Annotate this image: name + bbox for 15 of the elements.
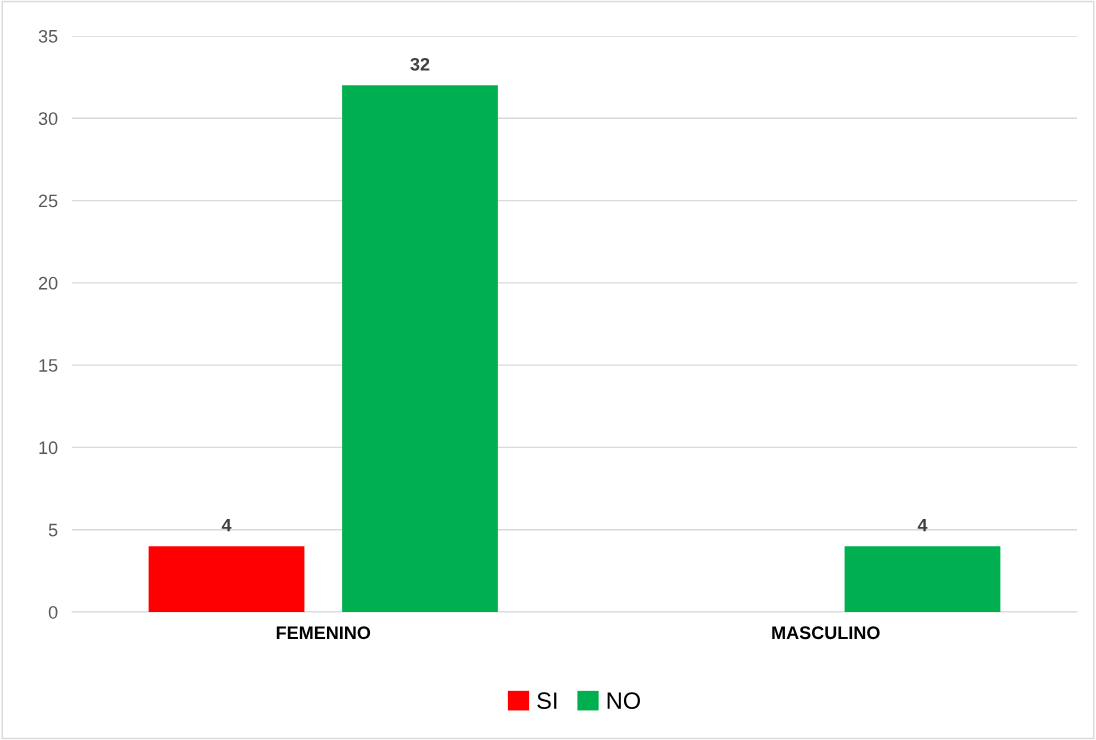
y-tick-label: 25 xyxy=(38,194,58,208)
y-tick-label: 35 xyxy=(38,29,58,43)
legend-label: NO xyxy=(607,692,641,710)
y-tick-label: 30 xyxy=(38,112,58,126)
y-tick-label: 5 xyxy=(48,523,58,537)
x-tick-label: FEMENINO xyxy=(276,626,371,640)
y-tick-label: 10 xyxy=(39,441,58,455)
y-tick-label: 20 xyxy=(38,276,58,290)
legend-label: SI xyxy=(537,692,557,710)
data-label: 4 xyxy=(917,518,928,532)
y-tick-label: 15 xyxy=(39,359,58,372)
x-tick-label: MASCULINO xyxy=(772,626,880,640)
data-label: 4 xyxy=(221,518,232,532)
data-label: 32 xyxy=(410,57,430,71)
y-tick-label: 0 xyxy=(48,605,58,619)
